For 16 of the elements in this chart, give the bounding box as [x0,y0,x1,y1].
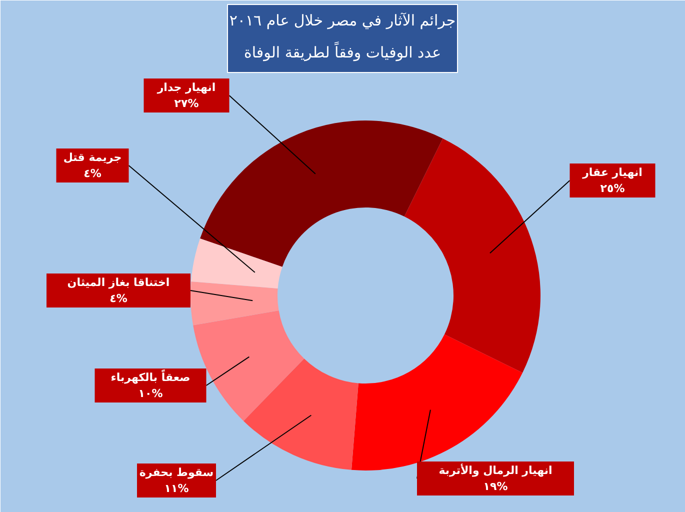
data-label: ١٩% [483,480,508,493]
data-label: ٤% [110,292,128,305]
slice-label: اختناقا بغاز الميثان [67,276,170,289]
data-label: ١٠% [138,387,163,400]
slice-label: انهيار عقار [582,166,642,179]
chart-title: جرائم الآثار في مصر خلال عام ٢٠١٦ [229,12,456,30]
data-label: ٤% [84,167,102,180]
slice-label: انهيار الرمال والأتربة [438,463,552,477]
slice-label: انهيار جدار [156,81,216,94]
data-label: ١١% [164,482,189,495]
slice-label: جريمة قتل [63,151,122,164]
data-label: ٢٧% [174,97,199,110]
data-label: ٢٥% [600,182,625,195]
slice-label: سقوط بحفرة [139,466,214,479]
slice-label: صعقاً بالكهرباء [110,368,190,384]
chart-subtitle: عدد الوفيات وفقاً لطريقة الوفاة [244,41,442,62]
